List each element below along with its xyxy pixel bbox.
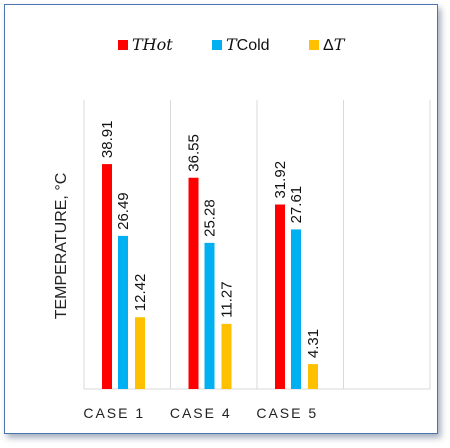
data-label: 11.27 (219, 281, 236, 317)
bar (308, 364, 318, 389)
x-tick-labels: CASE 1 CASE 4 CASE 5 (83, 405, 318, 421)
bar (188, 177, 199, 389)
data-label: 12.42 (132, 274, 149, 312)
data-label: 25.28 (202, 199, 219, 237)
chart-frame (4, 4, 438, 434)
bar (135, 317, 145, 389)
legend-label: TCold (226, 35, 270, 54)
x-tick-label: CASE 5 (256, 405, 318, 421)
x-tick-label: CASE 4 (170, 405, 232, 421)
legend-label: ΔT (323, 35, 346, 54)
data-label: 38.91 (99, 121, 116, 159)
legend: THot TCold ΔT (118, 35, 346, 54)
bar (118, 235, 128, 389)
data-label: 31.92 (272, 161, 289, 199)
legend-swatch (118, 40, 128, 50)
x-tick-label: CASE 1 (83, 405, 145, 421)
bar (221, 323, 232, 389)
legend-label: THot (132, 35, 173, 54)
data-labels: 38.91 36.55 31.92 26.49 25.28 27.61 12.42 11.27… (99, 121, 322, 359)
data-label: 26.49 (115, 192, 132, 230)
legend-swatch (309, 40, 319, 50)
data-label: 27.61 (288, 186, 305, 224)
data-label: 36.55 (186, 134, 203, 172)
grid-lines (83, 100, 431, 390)
data-label: 4.31 (305, 329, 322, 358)
bar (102, 164, 112, 389)
bar (204, 242, 215, 389)
y-axis-label: TEMPERATURE, °C (53, 173, 70, 320)
legend-swatch (212, 40, 222, 50)
bar (275, 204, 285, 389)
bars (102, 164, 318, 389)
bar (291, 229, 301, 389)
